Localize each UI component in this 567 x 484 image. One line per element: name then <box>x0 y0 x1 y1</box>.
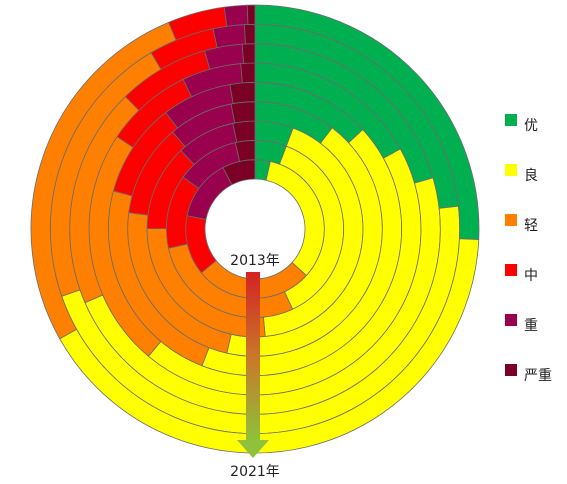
legend-item: 优 <box>505 114 538 134</box>
ring-8 <box>49 23 461 435</box>
donut-rings <box>30 4 480 454</box>
legend-label: 严重 <box>524 368 552 384</box>
legend-swatch <box>505 314 517 326</box>
legend-item: 良 <box>505 164 538 184</box>
ring-3-segment-6 <box>232 120 256 143</box>
inner-ring-label: 2013年 <box>230 253 280 269</box>
legend-swatch <box>505 214 517 226</box>
ring-9-segment-5 <box>223 4 249 27</box>
time-arrow-shaft <box>246 272 260 440</box>
time-arrow <box>237 272 269 458</box>
ring-7-segment-6 <box>241 43 256 64</box>
time-arrow-head <box>237 440 269 458</box>
legend-label: 优 <box>524 118 538 134</box>
legend-label: 良 <box>524 168 538 184</box>
legend-item: 中 <box>505 264 538 284</box>
ring-8-segment-6 <box>244 23 256 45</box>
ring-5 <box>107 81 403 376</box>
ring-9-segment-6 <box>246 4 256 25</box>
outer-ring-label: 2021年 <box>230 464 280 480</box>
ring-9 <box>30 4 480 454</box>
ring-4 <box>127 101 383 357</box>
legend-label: 轻 <box>524 218 538 234</box>
ring-6-segment-6 <box>240 62 256 84</box>
ring-3 <box>146 120 364 338</box>
legend-label: 重 <box>524 318 538 334</box>
legend-item: 重 <box>505 314 538 334</box>
legend-swatch <box>505 114 517 126</box>
legend-swatch <box>505 364 517 376</box>
legend-item: 轻 <box>505 214 538 234</box>
ring-5-segment-6 <box>229 81 256 105</box>
legend-item: 严重 <box>505 364 552 384</box>
legend-swatch <box>505 264 517 276</box>
legend-swatch <box>505 164 517 176</box>
ring-4-segment-6 <box>230 101 256 124</box>
legend-label: 中 <box>524 268 538 284</box>
ring-2 <box>165 139 345 319</box>
